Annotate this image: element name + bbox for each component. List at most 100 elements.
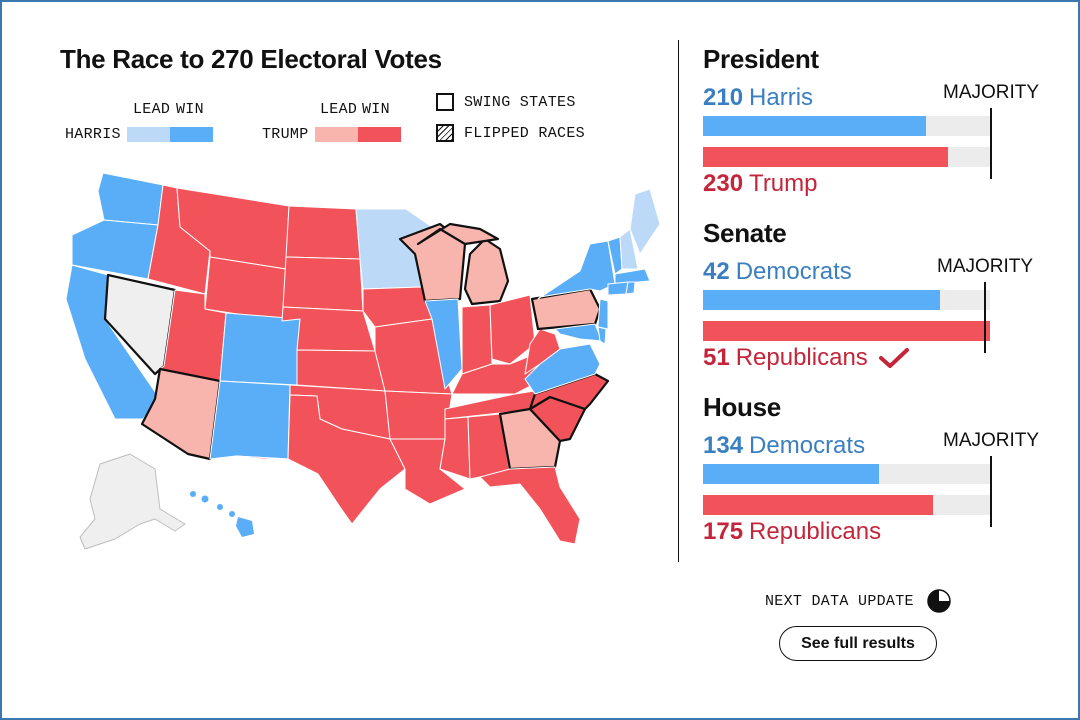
state-maine[interactable] bbox=[629, 188, 660, 255]
state-pennsylvania[interactable] bbox=[530, 287, 602, 331]
senate-democrats-bar-fill bbox=[703, 290, 941, 310]
us-electoral-map bbox=[65, 172, 660, 550]
state-new-hampshire[interactable] bbox=[619, 228, 639, 270]
state-new-mexico[interactable] bbox=[209, 380, 291, 460]
state-new-jersey[interactable] bbox=[597, 298, 609, 330]
update-timer-icon bbox=[927, 589, 951, 613]
senate-democrats-name: Democrats bbox=[735, 258, 852, 285]
house-republicans-name: Republicans bbox=[749, 518, 882, 545]
state-florida[interactable] bbox=[479, 466, 581, 545]
state-south-dakota[interactable] bbox=[282, 256, 364, 312]
house-democrats-count: 134 bbox=[703, 432, 744, 459]
state-north-carolina[interactable] bbox=[528, 372, 610, 411]
swing-states-key: SWING STATES bbox=[436, 93, 576, 111]
president-trump-bar-fill bbox=[703, 147, 948, 167]
state-wisconsin[interactable] bbox=[398, 222, 467, 303]
senate-winner-check-icon bbox=[878, 348, 909, 368]
president-trump-count: 230 bbox=[703, 170, 744, 197]
state-arizona[interactable] bbox=[140, 367, 222, 461]
flipped-races-key: FLIPPED RACES bbox=[436, 124, 585, 142]
harris-lead-swatch bbox=[126, 127, 170, 142]
president-trump-total: 230 Trump bbox=[703, 170, 818, 198]
senate-heading: Senate bbox=[703, 218, 787, 248]
state-rhode-island[interactable] bbox=[625, 281, 636, 295]
senate-majority-line bbox=[984, 282, 986, 353]
see-full-results-button[interactable]: See full results bbox=[779, 626, 937, 661]
state-ohio[interactable] bbox=[489, 294, 536, 365]
house-republicans-bar bbox=[703, 495, 990, 515]
senate-republicans-count: 51 bbox=[703, 344, 730, 371]
senate-republicans-bar-fill bbox=[703, 321, 990, 341]
trump-lead-header: LEAD bbox=[320, 101, 358, 118]
harris-win-header: WIN bbox=[176, 101, 204, 118]
panel-divider bbox=[678, 40, 679, 562]
state-indiana[interactable] bbox=[461, 304, 493, 375]
president-majority-line bbox=[990, 108, 992, 179]
house-heading: House bbox=[703, 392, 781, 422]
house-majority-line bbox=[990, 456, 992, 527]
trump-legend: TRUMP bbox=[262, 126, 401, 143]
electoral-map-panel: The Race to 270 Electoral Votes LEAD WIN… bbox=[60, 44, 660, 564]
house-republicans-count: 175 bbox=[703, 518, 744, 545]
president-harris-bar-fill bbox=[703, 116, 926, 136]
trump-lead-swatch bbox=[314, 127, 358, 142]
state-kentucky[interactable] bbox=[451, 353, 549, 395]
state-alaska[interactable] bbox=[79, 453, 186, 550]
harris-legend-label: HARRIS bbox=[65, 126, 121, 143]
state-maryland[interactable] bbox=[554, 323, 603, 342]
house-race: House 134 Democrats MAJORITY 175 Republica… bbox=[703, 392, 1043, 566]
state-texas[interactable] bbox=[235, 394, 406, 525]
trump-win-swatch bbox=[357, 127, 401, 142]
senate-democrats-bar bbox=[703, 290, 990, 310]
state-illinois[interactable] bbox=[424, 298, 463, 390]
senate-republicans-name: Republicans bbox=[735, 344, 868, 371]
state-colorado[interactable] bbox=[219, 312, 301, 386]
trump-win-header: WIN bbox=[362, 101, 390, 118]
flipped-races-label: FLIPPED RACES bbox=[464, 124, 585, 142]
state-arkansas[interactable] bbox=[384, 390, 453, 440]
house-democrats-name: Democrats bbox=[749, 432, 866, 459]
state-hawaii[interactable] bbox=[190, 491, 254, 537]
state-north-dakota[interactable] bbox=[285, 205, 361, 260]
results-panel: President 210 Harris MAJORITY 230 Trump Se… bbox=[703, 44, 1043, 566]
flipped-races-swatch bbox=[436, 124, 454, 142]
next-data-update: NEXT DATA UPDATE bbox=[765, 588, 952, 614]
state-connecticut[interactable] bbox=[607, 281, 629, 296]
state-new-york[interactable] bbox=[537, 240, 616, 300]
state-michigan-up[interactable] bbox=[416, 222, 500, 246]
state-massachusetts[interactable] bbox=[614, 268, 651, 285]
state-washington[interactable] bbox=[97, 172, 164, 226]
senate-republicans-total: 51 Republicans bbox=[703, 344, 910, 372]
president-trump-bar bbox=[703, 147, 990, 167]
house-democrats-total: 134 Democrats bbox=[703, 432, 865, 460]
house-republicans-total: 175 Republicans bbox=[703, 518, 881, 546]
state-michigan[interactable] bbox=[463, 237, 510, 306]
president-trump-name: Trump bbox=[749, 170, 818, 197]
harris-lead-header: LEAD bbox=[133, 101, 171, 118]
house-democrats-bar-fill bbox=[703, 464, 879, 484]
swing-states-label: SWING STATES bbox=[464, 93, 576, 111]
senate-majority-label: MAJORITY bbox=[937, 256, 1034, 277]
senate-republicans-bar bbox=[703, 321, 990, 341]
president-race: President 210 Harris MAJORITY 230 Trump bbox=[703, 44, 1043, 218]
next-update-label: NEXT DATA UPDATE bbox=[765, 592, 914, 610]
trump-legend-label: TRUMP bbox=[262, 126, 309, 143]
house-majority-label: MAJORITY bbox=[943, 430, 1040, 451]
president-heading: President bbox=[703, 44, 819, 74]
house-democrats-bar bbox=[703, 464, 990, 484]
state-delaware[interactable] bbox=[597, 326, 607, 345]
president-harris-total: 210 Harris bbox=[703, 84, 813, 112]
map-title: The Race to 270 Electoral Votes bbox=[60, 44, 442, 74]
house-republicans-bar-fill bbox=[703, 495, 933, 515]
harris-legend: HARRIS bbox=[65, 126, 213, 143]
president-harris-bar bbox=[703, 116, 990, 136]
state-kansas[interactable] bbox=[296, 349, 386, 392]
president-majority-label: MAJORITY bbox=[943, 82, 1040, 103]
state-georgia[interactable] bbox=[498, 407, 562, 471]
senate-democrats-count: 42 bbox=[703, 258, 730, 285]
senate-democrats-total: 42 Democrats bbox=[703, 258, 852, 286]
harris-win-swatch bbox=[169, 127, 213, 142]
swing-states-swatch bbox=[436, 93, 454, 111]
state-mississippi[interactable] bbox=[439, 416, 471, 480]
